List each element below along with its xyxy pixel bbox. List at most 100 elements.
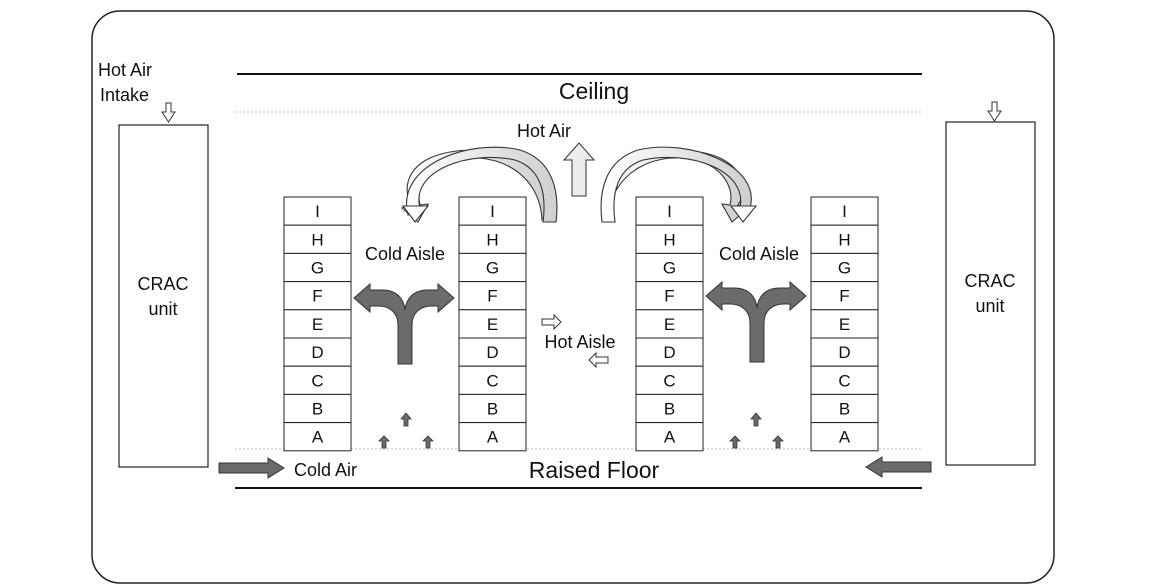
rack-slot-label: G [486,259,499,278]
rack-slot-label: G [311,259,324,278]
rack-slot-label: I [315,202,320,221]
rack-slot [283,281,352,311]
vent-arrow-icon [400,412,412,427]
crac-unit-right: CRAC unit [945,121,1036,466]
hot-air-intake-label-line1: Hot Air [98,60,152,80]
rack-slot [458,393,527,424]
rack-slot [283,422,352,452]
rack-slot [635,393,704,424]
rack-slot-label: C [311,371,323,390]
rack-slot [635,281,704,311]
rack-slot [635,337,704,367]
rack-slot [458,365,527,395]
rack-slot [458,224,527,254]
cold-air-arrow-left-icon [218,457,285,479]
hot-air-intake-arrow-right-icon [987,101,1002,122]
rack-slot-label: A [839,428,851,447]
rack-slot [283,252,352,283]
rack-slot [810,365,879,395]
hot-air-up-arrow-icon [562,142,596,197]
hot-air-label: Hot Air [517,121,571,141]
rack-slot-label: B [839,400,850,419]
rack-slot [635,252,704,283]
rack-slot-label: H [486,230,498,249]
cold-air-label: Cold Air [294,460,357,480]
rack-slot-label: B [664,400,675,419]
rack-slot [810,196,879,226]
crac-unit-left-label-line2: unit [148,299,177,319]
rack-slot-label: E [312,315,323,334]
raised-floor-label: Raised Floor [529,457,660,483]
rack-slot [283,224,352,254]
hot-air-intake-label-line2: Intake [100,85,149,105]
rack-slot-label: F [839,287,849,306]
crac-unit-left: CRAC unit [118,124,209,468]
cold-aisle-left-label: Cold Aisle [365,244,445,264]
cold-aisle-left-split-arrow-icon [353,282,455,365]
hot-air-intake-arrow-left-icon [161,102,176,123]
vent-arrow-icon [378,435,390,449]
ceiling-label: Ceiling [559,78,629,104]
vent-arrow-icon [729,435,741,449]
cold-air-arrow-right-icon [865,456,932,478]
hot-air-arc-left-arrowhead-icon [401,205,430,223]
rack-slot [635,365,704,395]
rack-slot-label: G [838,259,851,278]
rack-slot-label: B [487,400,498,419]
rack-slot-label: H [838,230,850,249]
rack-slot-label: A [487,428,499,447]
crac-unit-left-label-line1: CRAC [137,274,188,294]
rack-slot-label: F [487,287,497,306]
rack-slot [283,309,352,339]
vent-arrow-icon [750,412,762,427]
rack-slot-label: I [667,202,672,221]
rack-slot-label: E [664,315,675,334]
rack-slot-label: E [839,315,850,334]
rack-slot [458,422,527,452]
rack-slot [283,365,352,395]
rack-slot-label: I [490,202,495,221]
crac-unit-right-label-line2: unit [975,296,1004,316]
rack-slot-label: C [838,371,850,390]
hot-aisle-left-arrow-icon [588,351,609,369]
rack-slot-label: E [487,315,498,334]
cold-aisle-right-split-arrow-icon [705,280,807,363]
rack-slot-label: C [663,371,675,390]
rack-slot-label: D [838,343,850,362]
hot-air-arc-left-band [405,146,558,223]
crac-unit-right-label-line1: CRAC [964,271,1015,291]
rack-slot-label: D [311,343,323,362]
cold-aisle-right-label: Cold Aisle [719,244,799,264]
rack-slot [635,309,704,339]
rack-slot [810,309,879,339]
rack-slot-label: C [486,371,498,390]
rack-slot-label: I [842,202,847,221]
rack-slot-label: A [664,428,676,447]
rack-slot [635,196,704,226]
rack-slot-label: G [663,259,676,278]
hot-aisle-label: Hot Aisle [544,332,615,352]
vent-arrow-icon [772,435,784,449]
hot-air-arc-right-arrowhead-icon [729,205,758,223]
rack-slot [458,309,527,339]
rack-slot [458,281,527,311]
rack-slot-label: A [312,428,324,447]
rack-slot [283,337,352,367]
rack-slot [810,252,879,283]
rack-slot-label: F [664,287,674,306]
rack-slot [283,393,352,424]
rack-slot [458,337,527,367]
hot-aisle-right-arrow-icon [541,313,562,331]
rack-slot-label: F [312,287,322,306]
rack-slot [458,196,527,226]
rack-slot-label: B [312,400,323,419]
rack-slot-label: D [486,343,498,362]
rack-slot-label: H [663,230,675,249]
rack-slot [810,337,879,367]
rack-slot [635,422,704,452]
rack-slot [810,422,879,452]
